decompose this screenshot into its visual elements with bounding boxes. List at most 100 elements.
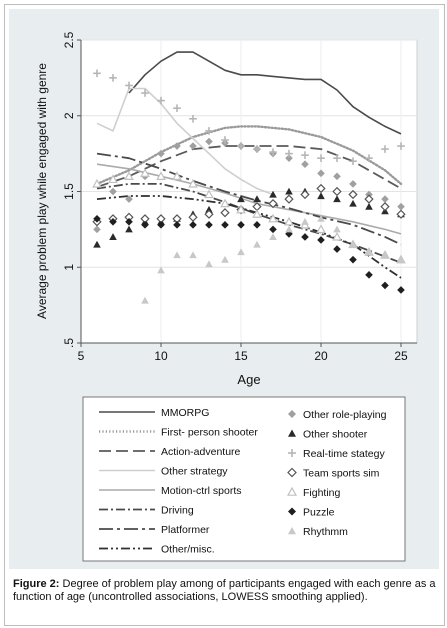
data-point (285, 187, 293, 195)
data-point (381, 145, 389, 153)
data-point (365, 154, 373, 162)
data-point (317, 192, 325, 200)
legend-marker (288, 449, 296, 457)
data-point (189, 142, 197, 150)
data-point (285, 149, 293, 158)
legend-marker (288, 410, 296, 418)
data-point (173, 104, 181, 112)
series-line (96, 152, 402, 246)
data-point (381, 251, 389, 259)
data-point (349, 199, 357, 207)
data-point (396, 209, 406, 219)
data-point (205, 205, 213, 213)
data-point (301, 160, 309, 169)
data-point (381, 281, 389, 290)
legend-label: Rhythmm (303, 526, 348, 538)
data-point (173, 142, 181, 150)
data-point (381, 195, 389, 203)
data-point (172, 171, 182, 180)
series-layer (92, 51, 406, 304)
data-point (268, 213, 278, 223)
data-point (348, 189, 358, 200)
data-point (205, 221, 213, 229)
data-point (269, 190, 277, 198)
data-point (332, 231, 342, 241)
legend-label: Driving (161, 505, 194, 517)
data-point (189, 114, 197, 123)
data-point (204, 209, 214, 219)
data-point (93, 240, 101, 248)
data-point (125, 218, 133, 226)
data-point (125, 81, 133, 90)
y-tick-label: 2 (62, 112, 76, 119)
data-point (109, 233, 117, 240)
data-point (141, 296, 149, 304)
legend: MMORPG First- person shooter Action-advent… (99, 407, 387, 556)
data-point (397, 202, 405, 211)
data-point (221, 136, 229, 144)
data-point (300, 189, 310, 200)
x-tick-label: 5 (78, 349, 85, 363)
legend-label: Real-time stategy (303, 448, 385, 460)
series-10 (93, 69, 405, 165)
data-point (237, 248, 245, 256)
data-point (349, 240, 357, 248)
data-point (284, 216, 294, 226)
data-point (109, 74, 117, 82)
data-point (221, 255, 229, 263)
data-point (237, 195, 245, 203)
data-point (317, 236, 325, 244)
data-point (284, 194, 294, 204)
data-point (253, 145, 261, 153)
data-point (397, 286, 405, 294)
data-point (301, 151, 309, 159)
data-point (253, 221, 261, 229)
data-point (156, 171, 166, 180)
caption-text: Degree of problem play among of particip… (13, 578, 436, 603)
legend-marker (286, 486, 298, 496)
data-point (365, 248, 373, 256)
data-point (365, 202, 373, 210)
series-0 (128, 51, 402, 135)
data-point (189, 221, 197, 229)
figure: 5 10 15 20 25 .5 1 1.5 2 2.5 Age Average problem… (4, 4, 445, 626)
y-ticks: .5 1 1.5 2 2.5 (62, 31, 81, 348)
legend-box (82, 396, 406, 562)
legend-marker (287, 467, 297, 478)
y-tick-label: 1.5 (62, 183, 76, 200)
data-point (220, 208, 230, 218)
data-point (317, 169, 325, 178)
series-line (96, 145, 402, 190)
data-point (317, 154, 325, 162)
legend-label: Puzzle (303, 507, 335, 519)
data-point (268, 198, 278, 209)
x-tick-label: 20 (314, 349, 328, 363)
legend-marker (288, 429, 296, 437)
data-point (125, 225, 133, 233)
data-point (333, 245, 341, 253)
data-point (205, 137, 213, 146)
series-1 (95, 125, 403, 186)
data-point (205, 260, 213, 268)
data-point (316, 224, 326, 234)
data-point (125, 195, 133, 203)
data-point (253, 195, 261, 203)
data-point (124, 171, 134, 180)
data-point (140, 168, 150, 177)
legend-label: First- person shooter (161, 427, 258, 439)
data-point (349, 157, 357, 165)
data-point (93, 69, 101, 78)
data-point (380, 202, 390, 212)
data-point (141, 221, 149, 229)
data-point (205, 127, 213, 135)
y-axis-label: Average problem play while engaged with … (35, 63, 49, 319)
data-point (253, 240, 261, 248)
series-6 (96, 152, 402, 246)
data-point (349, 180, 357, 188)
data-point (236, 204, 246, 214)
data-point (157, 266, 165, 274)
data-point (397, 255, 405, 263)
legend-label: Other strategy (161, 466, 228, 478)
legend-label: Motion-ctrl sports (161, 485, 242, 497)
legend-marker (288, 527, 296, 535)
